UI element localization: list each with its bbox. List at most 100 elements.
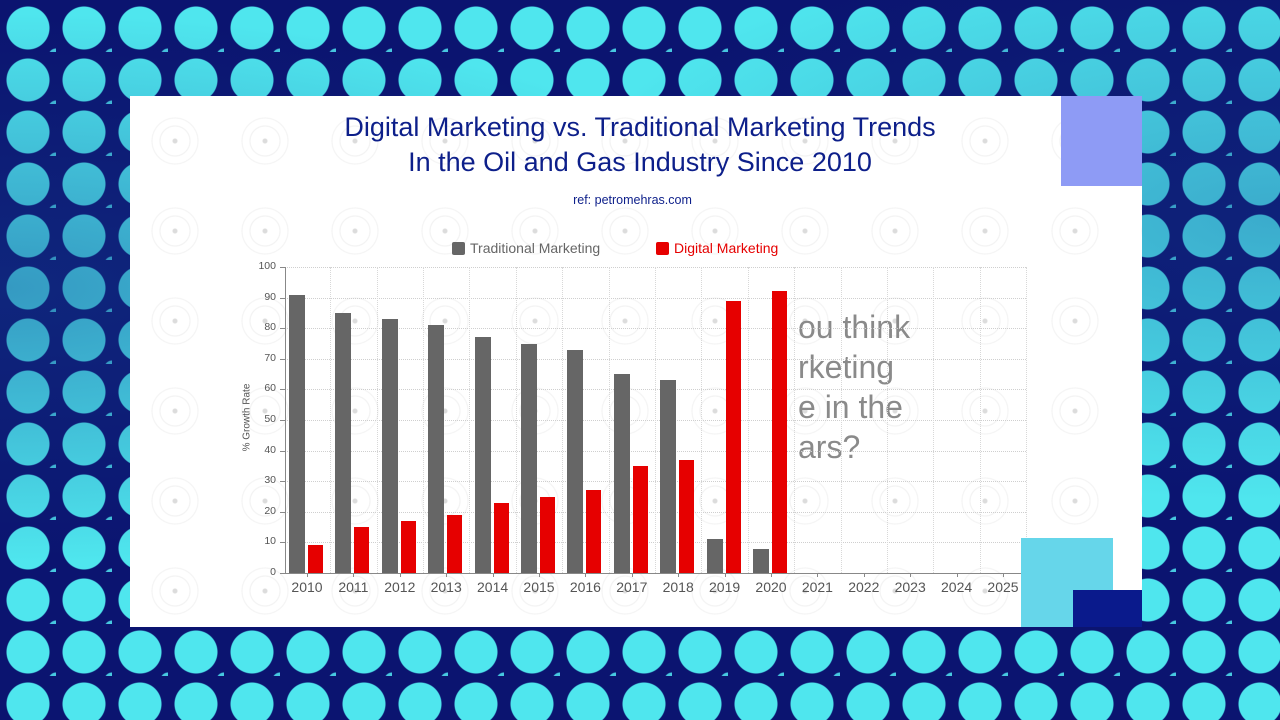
- x-tick-mark: [492, 573, 494, 577]
- x-tick-mark: [771, 573, 772, 577]
- y-tick-mark: [280, 511, 285, 513]
- y-tick-mark: [280, 267, 285, 268]
- vertical-gridline: [747, 267, 749, 573]
- bar-digital-2015: [540, 496, 555, 573]
- overlay-question-line: ou think: [798, 309, 911, 345]
- x-tick-label: 2012: [384, 579, 416, 595]
- bar-digital-2020: [772, 291, 787, 573]
- y-axis-line: [285, 267, 286, 573]
- x-tick-mark: [724, 573, 726, 577]
- x-tick-label: 2013: [430, 579, 462, 595]
- x-tick-mark: [631, 573, 633, 577]
- vertical-gridline: [608, 267, 610, 573]
- vertical-gridline: [423, 267, 424, 573]
- x-tick-label: 2014: [477, 579, 509, 595]
- chart-title-line1: Digital Marketing vs. Traditional Market…: [344, 112, 936, 142]
- vertical-gridline: [840, 267, 842, 573]
- y-tick-mark: [280, 481, 285, 483]
- x-tick-mark: [956, 573, 958, 577]
- y-tick-mark: [280, 389, 285, 391]
- chart-title-line2: In the Oil and Gas Industry Since 2010: [408, 147, 872, 177]
- legend-swatch-traditional-icon: [452, 241, 465, 255]
- y-tick-label: 0: [270, 566, 276, 578]
- legend-label-digital: Digital Marketing: [674, 240, 779, 256]
- bar-traditional-2010: [289, 294, 305, 573]
- x-tick-label: 2020: [755, 579, 787, 595]
- bar-traditional-2016: [567, 349, 584, 573]
- x-tick-label: 2018: [662, 579, 694, 595]
- bar-digital-2013: [447, 514, 463, 573]
- y-tick-mark: [280, 328, 285, 330]
- x-tick-mark: [1003, 573, 1004, 577]
- decorative-square-bottom-dark: [1073, 590, 1142, 627]
- x-tick-label: 2023: [894, 579, 926, 595]
- x-tick-mark: [307, 573, 308, 577]
- vertical-gridline: [794, 267, 796, 573]
- vertical-gridline: [887, 267, 888, 573]
- bar-digital-2014: [493, 502, 509, 573]
- y-tick-label: 10: [264, 535, 276, 548]
- vertical-gridline: [376, 267, 378, 573]
- x-tick-mark: [399, 573, 401, 577]
- bar-traditional-2020: [753, 548, 769, 573]
- bar-digital-2011: [354, 527, 370, 573]
- overlay-question-text: ou think rketing e in the ars?: [730, 307, 910, 467]
- chart-title: Digital Marketing vs. Traditional Market…: [130, 110, 1150, 180]
- chart-source-ref: ref: petromehras.com: [573, 193, 692, 207]
- bar-traditional-2012: [381, 319, 398, 573]
- y-tick-mark: [280, 450, 285, 452]
- overlay-question-line: rketing: [798, 349, 895, 385]
- y-tick-label: 60: [264, 382, 276, 395]
- x-tick-mark: [539, 573, 540, 577]
- y-tick-label: 80: [264, 321, 276, 334]
- y-tick-label: 20: [264, 504, 276, 517]
- y-tick-mark: [280, 358, 285, 360]
- x-tick-label: 2010: [291, 579, 323, 595]
- x-tick-mark: [910, 573, 912, 577]
- x-tick-label: 2021: [801, 579, 833, 595]
- bar-traditional-2019: [706, 539, 723, 573]
- y-tick-mark: [280, 542, 285, 544]
- bar-traditional-2018: [660, 380, 677, 573]
- y-tick-label: 50: [264, 413, 276, 425]
- x-tick-mark: [863, 573, 865, 577]
- legend-swatch-digital-icon: [656, 241, 669, 255]
- y-tick-label: 90: [264, 290, 276, 303]
- x-tick-mark: [585, 573, 587, 577]
- bar-traditional-2014: [474, 337, 491, 573]
- vertical-gridline: [562, 267, 564, 573]
- bar-traditional-2011: [335, 312, 352, 573]
- bar-digital-2016: [586, 490, 602, 573]
- x-tick-mark: [817, 573, 819, 577]
- vertical-gridline: [1026, 267, 1028, 573]
- vertical-gridline: [979, 267, 981, 573]
- bar-digital-2017: [632, 465, 648, 573]
- bar-traditional-2017: [613, 374, 630, 573]
- legend-item-traditional: Traditional Marketing: [452, 240, 600, 256]
- x-tick-label: 2017: [616, 579, 648, 595]
- y-tick-mark: [280, 420, 285, 421]
- vertical-gridline: [469, 267, 471, 573]
- decorative-square-top-right: [1061, 96, 1142, 186]
- vertical-gridline: [515, 267, 517, 573]
- x-tick-label: 2025: [987, 579, 1019, 595]
- x-tick-mark: [353, 573, 355, 577]
- y-tick-mark: [280, 297, 285, 299]
- vertical-gridline: [655, 267, 656, 573]
- vertical-gridline: [701, 267, 703, 573]
- x-tick-label: 2011: [338, 579, 369, 595]
- bar-digital-2012: [400, 520, 416, 573]
- bar-digital-2018: [679, 459, 695, 573]
- x-tick-label: 2019: [709, 579, 741, 595]
- overlay-question-line: e in the: [798, 389, 903, 425]
- legend-item-digital: Digital Marketing: [656, 240, 778, 256]
- x-tick-mark: [446, 573, 448, 577]
- bar-traditional-2013: [428, 325, 445, 573]
- y-tick-label: 100: [258, 260, 276, 272]
- vertical-gridline: [933, 267, 935, 573]
- bar-digital-2019: [725, 300, 741, 573]
- overlay-question-line: ars?: [798, 429, 861, 465]
- vertical-gridline: [330, 267, 332, 573]
- bar-digital-2010: [308, 545, 323, 573]
